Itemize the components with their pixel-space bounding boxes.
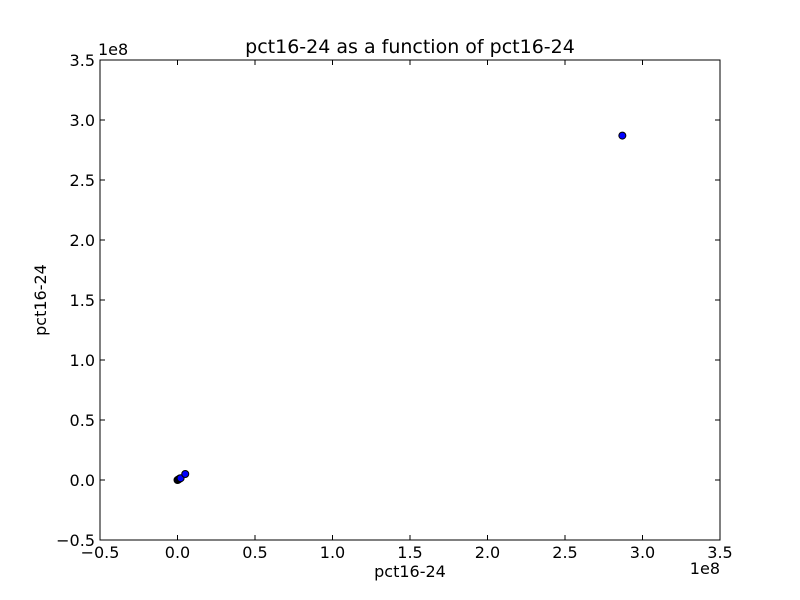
- y-tick-label: 0.0: [70, 471, 95, 490]
- x-tick-label: −0.5: [81, 543, 120, 562]
- y-tick-label: 2.0: [70, 231, 95, 250]
- plot-area-frame: [99, 59, 721, 541]
- y-axis-ticks: −0.5 0.0 0.5 1.0 1.5 2.0 2.5 3.0 3.5: [56, 51, 720, 550]
- x-tick-label: 1.5: [397, 543, 422, 562]
- y-axis-offset-label: 1e8: [98, 40, 128, 59]
- y-tick-label: −0.5: [56, 531, 95, 550]
- x-tick-label: 2.0: [475, 543, 500, 562]
- x-tick-label: 3.0: [630, 543, 655, 562]
- x-tick-label: 2.5: [552, 543, 577, 562]
- y-tick-label: 3.5: [70, 51, 95, 70]
- x-axis-label: pct16-24: [374, 562, 446, 581]
- chart-title: pct16-24 as a function of pct16-24: [245, 36, 575, 58]
- scatter-point: [618, 131, 627, 140]
- y-tick-label: 1.5: [70, 291, 95, 310]
- x-tick-label: 3.5: [707, 543, 732, 562]
- scatter-point: [181, 470, 190, 478]
- x-tick-label: 1.0: [320, 543, 345, 562]
- y-tick-label: 2.5: [70, 171, 95, 190]
- y-tick-label: 1.0: [70, 351, 95, 370]
- x-axis-offset-label: 1e8: [690, 559, 720, 578]
- x-tick-label: 0.5: [242, 543, 267, 562]
- x-tick-label: 0.0: [165, 543, 190, 562]
- y-tick-label: 3.0: [70, 111, 95, 130]
- y-axis-label: pct16-24: [31, 264, 50, 336]
- scatter-points: [173, 131, 627, 484]
- y-tick-label: 0.5: [70, 411, 95, 430]
